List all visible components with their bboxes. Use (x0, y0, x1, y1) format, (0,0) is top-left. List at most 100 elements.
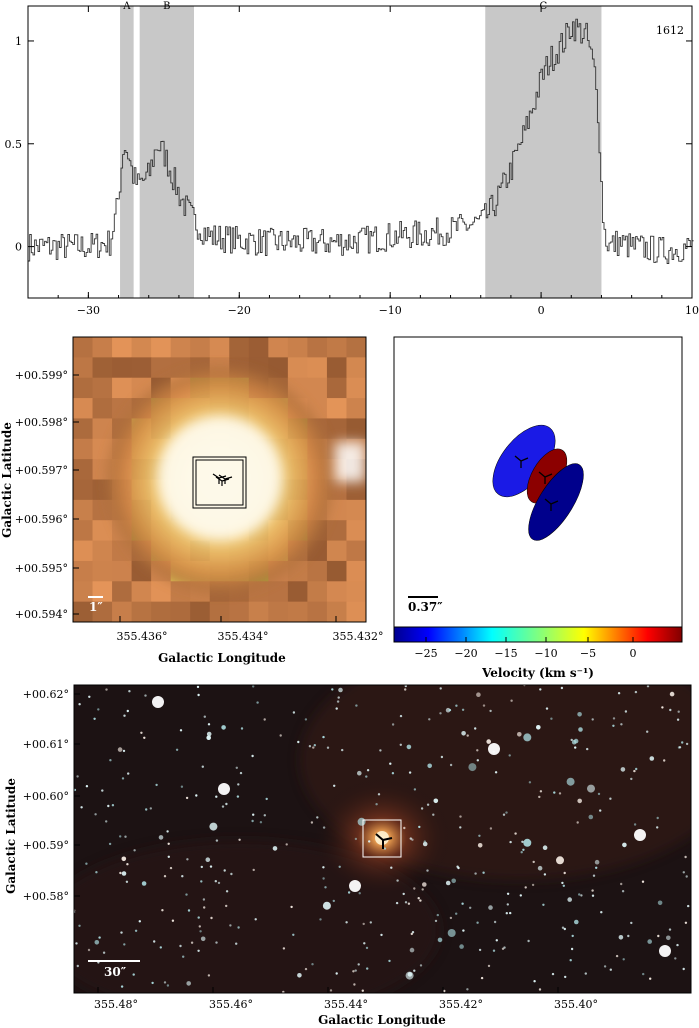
star (428, 718, 431, 721)
maser-spot-symbols (514, 455, 559, 511)
star (141, 881, 147, 886)
left-image-pixel (307, 540, 328, 562)
star (206, 731, 212, 737)
left-image-pixel (112, 357, 133, 379)
left-image-pixel (131, 601, 152, 622)
star (126, 709, 129, 713)
bright-star (634, 829, 646, 841)
star (335, 707, 338, 710)
star (324, 886, 327, 889)
star (201, 765, 204, 768)
star (198, 925, 201, 928)
star (617, 692, 621, 695)
left-image-pixel (92, 601, 113, 622)
star (121, 777, 125, 780)
star (514, 832, 517, 835)
star (225, 904, 228, 908)
star (669, 708, 672, 712)
star (117, 747, 123, 752)
star (332, 899, 335, 903)
star (292, 933, 295, 936)
star (563, 871, 566, 875)
star (591, 718, 594, 721)
star (237, 926, 240, 929)
star (347, 891, 351, 894)
left-image-pixel (112, 601, 133, 622)
star (682, 967, 685, 971)
star (506, 903, 509, 906)
star (252, 685, 255, 688)
star (140, 731, 143, 734)
bright-star (349, 880, 361, 892)
star (448, 708, 452, 712)
star (413, 969, 416, 972)
left-ytick-label: +00.598° (15, 416, 68, 429)
colorbar-tick-label: −10 (534, 647, 557, 660)
star (125, 880, 129, 883)
star (661, 706, 664, 709)
star (175, 748, 179, 751)
star-field (74, 685, 690, 993)
left-image-pixel (73, 377, 94, 399)
star (80, 806, 83, 809)
bottom-ytick-label: +00.60° (23, 790, 69, 803)
left-image-pixel (346, 377, 366, 399)
spectrum-line (28, 18, 694, 264)
bottom-scale-label: 30″ (104, 965, 127, 979)
colorbar-tick-label: −5 (580, 647, 596, 660)
star (237, 783, 240, 786)
star (663, 759, 666, 762)
star (576, 821, 579, 824)
star (225, 802, 228, 806)
star (567, 897, 572, 902)
star (335, 972, 338, 975)
left-image-pixel (190, 601, 211, 622)
spectrum-panel: −30 −20 −10 0 10 0 0.5 1 A B C 1612 (5, 1, 699, 317)
star (569, 959, 572, 962)
star (410, 932, 413, 936)
star (85, 785, 89, 788)
star (209, 822, 218, 831)
left-image-pixel (326, 540, 347, 562)
star (455, 912, 458, 915)
star (101, 789, 104, 792)
star (121, 856, 127, 862)
star (123, 714, 126, 717)
left-ytick-label: +00.597° (15, 464, 68, 477)
spectrum-xtick-label: 10 (685, 304, 699, 317)
star (134, 929, 138, 932)
star (524, 886, 527, 889)
star (391, 772, 395, 775)
star (197, 949, 200, 952)
star (149, 807, 152, 810)
left-image-pixel (326, 520, 347, 542)
star (322, 901, 331, 910)
star (545, 707, 549, 710)
star (447, 929, 456, 937)
star (357, 770, 362, 776)
star (505, 811, 508, 814)
left-image-pixel (287, 581, 308, 603)
star (238, 838, 241, 841)
star (163, 981, 167, 984)
star (478, 948, 482, 952)
star (433, 798, 439, 804)
left-image-pixel (73, 459, 94, 480)
spectrum-xtick-label: −30 (77, 304, 100, 317)
star (630, 777, 633, 781)
star (621, 890, 625, 893)
star (493, 920, 497, 924)
star (133, 849, 136, 852)
star (167, 842, 170, 845)
left-image-pixel (73, 398, 94, 419)
star (418, 825, 421, 829)
colorbar-tick-label: −15 (494, 647, 517, 660)
star (391, 723, 395, 726)
star (561, 881, 564, 885)
left-image-pixel (92, 418, 113, 440)
star (171, 919, 175, 922)
star (633, 823, 637, 826)
star (390, 866, 393, 869)
star (451, 878, 457, 884)
star (395, 901, 399, 905)
